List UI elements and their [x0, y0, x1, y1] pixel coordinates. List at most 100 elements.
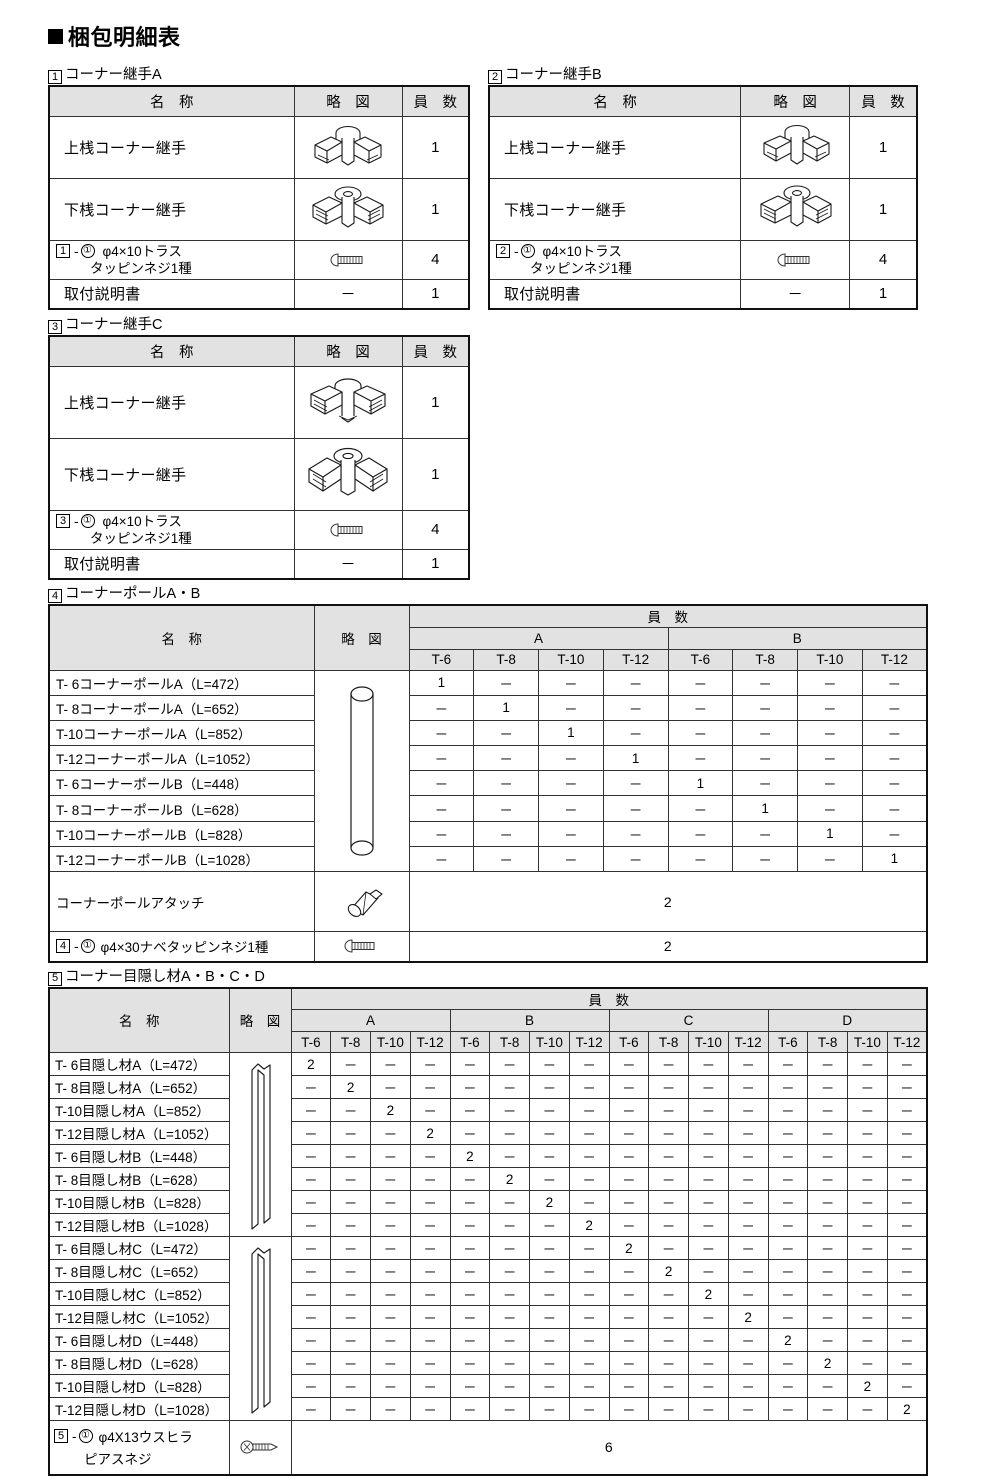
- table-row: T-10目隠し材B（L=828）－－－－－－ 2 －－－－－－－－－: [48, 1190, 928, 1214]
- corner-joint-upper-icon: [293, 115, 403, 179]
- section-number: 1: [48, 70, 62, 84]
- qty-cell: －: [667, 795, 734, 822]
- qty-cell: －: [330, 1305, 371, 1329]
- qty-cell: －: [797, 745, 863, 772]
- qty-cell: －: [861, 820, 928, 847]
- qty-cell: －: [449, 1236, 491, 1260]
- part-qty: 1: [849, 177, 918, 241]
- part-name: 上桟コーナー継手: [48, 365, 295, 439]
- col-header-name: 名 称: [48, 335, 295, 367]
- qty-cell: －: [688, 1374, 729, 1398]
- qty-cell: －: [886, 1305, 928, 1329]
- part-figure-dash: －: [293, 278, 403, 310]
- qty-cell: －: [538, 770, 604, 797]
- part-spec-line1: φ4X13ウスヒラ: [98, 1430, 193, 1446]
- section-number: 4: [48, 589, 62, 603]
- qty-cell: －: [568, 1121, 610, 1145]
- qty-cell: －: [290, 1397, 332, 1421]
- part-name: T-10コーナーポールB（L=828）: [48, 820, 315, 847]
- qty-cell: －: [449, 1167, 491, 1191]
- qty-cell: －: [886, 1190, 928, 1214]
- part-name: T- 6コーナーポールA（L=472）: [48, 669, 315, 696]
- part-qty: 4: [849, 239, 918, 280]
- qty-cell: －: [688, 1328, 729, 1352]
- qty-cell: －: [568, 1190, 610, 1214]
- table-row: T- 8目隠し材C（L=652）－－－－－－－－－ 2 －－－－－－: [48, 1259, 928, 1283]
- qty-cell: －: [847, 1121, 888, 1145]
- table-row: 上桟コーナー継手: [488, 115, 918, 179]
- qty-cell: －: [370, 1144, 411, 1168]
- qty-cell: －: [408, 820, 475, 847]
- qty-cell: －: [886, 1052, 928, 1076]
- qty-cell: －: [767, 1236, 809, 1260]
- qty-cell: －: [732, 820, 798, 847]
- part-qty: 1: [401, 548, 470, 580]
- qty-cell: －: [538, 745, 604, 772]
- part-name: T-12目隠し材D（L=1028）: [48, 1397, 230, 1421]
- qty-cell: 2: [408, 931, 928, 962]
- qty-cell: －: [767, 1397, 809, 1421]
- qty-cell: －: [727, 1144, 769, 1168]
- qty-cell: －: [409, 1213, 451, 1237]
- table-row: T- 8目隠し材A（L=652）－ 2 －－－－－－－－－－－－－－: [48, 1075, 928, 1099]
- ref-circle-number: ①: [80, 939, 95, 954]
- qty-cell: －: [727, 1282, 769, 1306]
- size-header: T-10: [529, 1031, 570, 1053]
- qty-cell: －: [807, 1213, 848, 1237]
- size-header: T-6: [767, 1031, 809, 1053]
- col-header-qty: 員 数: [401, 335, 470, 367]
- qty-cell: －: [602, 820, 669, 847]
- col-header-name: 名 称: [488, 85, 742, 117]
- col-header-figure: 略 図: [293, 335, 403, 367]
- qty-cell: －: [727, 1328, 769, 1352]
- screw-icon: [293, 239, 403, 280]
- qty-cell: －: [568, 1236, 610, 1260]
- qty-cell: －: [807, 1259, 848, 1283]
- table-row: 3 - ① φ4×10トラス タッピンネジ1種: [48, 509, 470, 550]
- table-row: T-12コーナーポールB（L=1028） － － － － － － － 1: [48, 845, 928, 873]
- qty-cell: －: [449, 1259, 491, 1283]
- qty-cell: －: [370, 1075, 411, 1099]
- qty-cell: －: [767, 1098, 809, 1122]
- qty-cell: －: [568, 1098, 610, 1122]
- size-header: T-8: [648, 1031, 689, 1053]
- size-header: T-6: [408, 648, 475, 671]
- qty-cell: －: [449, 1351, 491, 1375]
- size-header: T-8: [807, 1031, 848, 1053]
- qty-cell: －: [797, 669, 863, 696]
- qty-cell: －: [409, 1098, 451, 1122]
- qty-cell: －: [807, 1282, 848, 1306]
- qty-cell: －: [732, 745, 798, 772]
- qty-cell: －: [370, 1328, 411, 1352]
- qty-cell: －: [727, 1121, 769, 1145]
- sections-1-2-row: 1 コーナー継手A 名 称 略 図 員 数 上桟コーナー継手: [48, 66, 960, 310]
- qty-cell: －: [568, 1328, 610, 1352]
- qty-cell: －: [489, 1052, 530, 1076]
- ref-box-number: 5: [54, 1429, 68, 1444]
- qty-cell: －: [861, 719, 928, 747]
- section-title: コーナー継手A: [65, 67, 162, 83]
- qty-cell: －: [409, 1052, 451, 1076]
- qty-cell: －: [568, 1259, 610, 1283]
- size-header: T-12: [409, 1031, 451, 1053]
- qty-cell: －: [608, 1075, 650, 1099]
- qty-cell: －: [408, 845, 475, 873]
- qty-cell: －: [732, 719, 798, 747]
- qty-cell: －: [886, 1167, 928, 1191]
- qty-cell: －: [529, 1167, 570, 1191]
- qty-cell: －: [529, 1098, 570, 1122]
- qty-cell: －: [409, 1144, 451, 1168]
- section-2: 2 コーナー継手B 名 称 略 図 員 数 上桟コーナー継手: [488, 66, 928, 310]
- qty-cell: －: [538, 694, 604, 721]
- qty-cell: －: [688, 1213, 729, 1237]
- qty-cell: －: [608, 1328, 650, 1352]
- table-row: 取付説明書 － 1: [48, 278, 470, 310]
- size-header: T-10: [370, 1031, 411, 1053]
- qty-cell: －: [529, 1282, 570, 1306]
- qty-cell: －: [807, 1374, 848, 1398]
- table-row: T- 6目隠し材A（L=472） 2 －－－－－－－－－－－－－－－: [48, 1052, 928, 1237]
- qty-cell: －: [688, 1190, 729, 1214]
- qty-cell: －: [727, 1374, 769, 1398]
- qty-cell: －: [489, 1374, 530, 1398]
